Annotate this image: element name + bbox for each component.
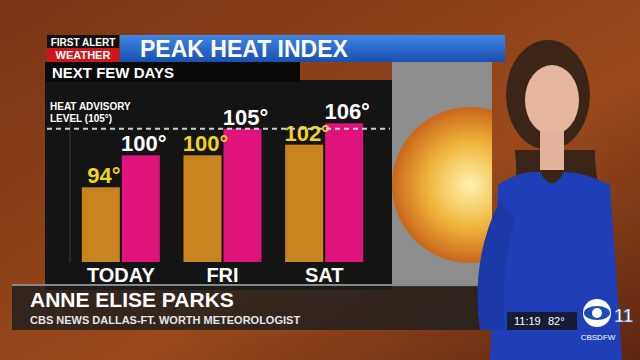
category-label: FRI bbox=[206, 264, 238, 286]
bar bbox=[224, 129, 262, 262]
subtitle: NEXT FEW DAYS bbox=[52, 64, 174, 81]
chart-panel bbox=[45, 80, 392, 290]
presenter-arm bbox=[478, 200, 516, 330]
data-label: 102° bbox=[284, 121, 330, 146]
background bbox=[0, 0, 640, 360]
name-band bbox=[12, 284, 507, 330]
bar bbox=[184, 155, 222, 262]
reference-label: HEAT ADVISORY LEVEL (105°) bbox=[50, 101, 134, 125]
presenter bbox=[478, 40, 623, 360]
logo-top: FIRST ALERT bbox=[51, 37, 116, 48]
time-bug bbox=[507, 312, 577, 330]
presenter-dress bbox=[490, 172, 622, 360]
stage: FIRST ALERTWEATHER PEAK HEAT INDEX NEXT FE… bbox=[0, 0, 640, 360]
logo-bottom: WEATHER bbox=[56, 49, 111, 61]
title: PEAK HEAT INDEX bbox=[140, 36, 349, 62]
data-label: 105° bbox=[223, 105, 269, 130]
bar bbox=[122, 155, 160, 262]
category-label: TODAY bbox=[87, 264, 155, 286]
category-label: SAT bbox=[305, 264, 344, 286]
logo-bottom-box bbox=[47, 48, 119, 62]
temperature: 82° bbox=[548, 315, 565, 327]
presenter-neck bbox=[540, 130, 564, 170]
station-eye bbox=[583, 299, 611, 327]
station-eye-iris bbox=[584, 306, 610, 320]
station: CBSDFW bbox=[581, 333, 616, 342]
presenter-face bbox=[525, 65, 579, 135]
subtitle-bar bbox=[45, 62, 300, 82]
bar bbox=[285, 145, 323, 262]
title-bar bbox=[120, 35, 505, 62]
bar bbox=[325, 123, 363, 262]
presenter-name: ANNE ELISE PARKS bbox=[30, 288, 234, 311]
sun bbox=[392, 107, 492, 263]
data-label: 94° bbox=[87, 163, 120, 188]
canvas: FIRST ALERTWEATHER PEAK HEAT INDEX NEXT FE… bbox=[0, 0, 640, 360]
time: 11:19 bbox=[514, 315, 541, 327]
channel: 11 bbox=[614, 306, 633, 326]
data-label: 100° bbox=[121, 131, 167, 156]
name-band-edge bbox=[12, 284, 507, 286]
station-eye-pupil bbox=[592, 308, 602, 318]
bar bbox=[82, 187, 120, 262]
data-label: 100° bbox=[183, 131, 229, 156]
data-label: 106° bbox=[324, 99, 370, 124]
y-axis-line bbox=[70, 102, 71, 262]
presenter-role: CBS NEWS DALLAS-FT. WORTH METEOROLOGIST bbox=[30, 314, 300, 326]
logo-top-box bbox=[47, 35, 119, 48]
reference-line bbox=[47, 128, 390, 130]
